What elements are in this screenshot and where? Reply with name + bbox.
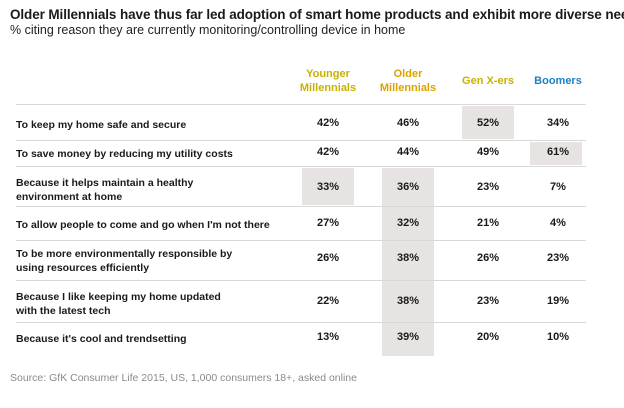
column-header-line1: Gen X-ers (462, 75, 514, 87)
row-label-line1: Because it helps maintain a healthy (16, 177, 194, 189)
source-note: Source: GfK Consumer Life 2015, US, 1,00… (10, 372, 357, 384)
data-cell: 42% (316, 146, 340, 158)
row-label-line1: To save money by reducing my utility cos… (16, 148, 233, 160)
data-cell: 19% (546, 295, 570, 307)
data-cell: 26% (316, 252, 340, 264)
data-cell: 27% (316, 217, 340, 229)
row-label-line1: Because it's cool and trendsetting (16, 333, 187, 345)
row-label-line1: To allow people to come and go when I'm … (16, 219, 270, 231)
row-label: Because it's cool and trendsetting (16, 332, 296, 346)
row-label-line1: To keep my home safe and secure (16, 119, 187, 131)
data-cell: 22% (316, 295, 340, 307)
column-header: Younger Millennials (288, 67, 368, 95)
data-cell: 21% (476, 217, 500, 229)
data-cell: 26% (476, 252, 500, 264)
highlight-cell (302, 168, 354, 205)
row-label: To be more environmentally responsible b… (16, 247, 296, 275)
chart-subtitle: % citing reason they are currently monit… (10, 23, 406, 37)
column-header: Boomers (518, 74, 598, 88)
data-cell: 10% (546, 331, 570, 343)
chart-title: Older Millennials have thus far led adop… (10, 7, 624, 22)
data-cell: 13% (316, 331, 340, 343)
row-separator (16, 240, 586, 241)
column-header: Gen X-ers (448, 74, 528, 88)
data-cell: 33% (316, 181, 340, 193)
data-cell: 39% (396, 331, 420, 343)
data-cell: 49% (476, 146, 500, 158)
data-cell: 42% (316, 117, 340, 129)
data-cell: 52% (476, 117, 500, 129)
data-cell: 23% (546, 252, 570, 264)
column-header-line1: Older (393, 68, 423, 80)
row-label-line2: environment at home (16, 191, 123, 203)
row-separator (16, 206, 586, 207)
row-label: Because I like keeping my home updated wi… (16, 290, 296, 318)
data-cell: 4% (550, 217, 566, 229)
data-cell: 34% (546, 117, 570, 129)
column-header-line1: Younger (306, 68, 350, 80)
data-cell: 38% (396, 295, 420, 307)
column-header-line2: Millennials (379, 82, 437, 94)
data-cell: 36% (396, 181, 420, 193)
highlight-cell (462, 106, 514, 139)
row-label-line2: using resources efficiently (16, 262, 150, 274)
data-cell: 44% (396, 146, 420, 158)
column-header-line1: Boomers (534, 75, 582, 87)
row-label: To allow people to come and go when I'm … (16, 218, 296, 232)
data-cell: 7% (550, 181, 566, 193)
data-cell: 32% (396, 217, 420, 229)
row-label-line1: To be more environmentally responsible b… (16, 248, 233, 260)
row-separator (16, 166, 586, 167)
row-separator (16, 280, 586, 281)
row-label: To keep my home safe and secure (16, 118, 296, 132)
column-header: Older Millennials (368, 67, 448, 95)
data-cell: 38% (396, 252, 420, 264)
highlight-column-older-millennials (382, 168, 434, 356)
row-label-line2: with the latest tech (16, 305, 111, 317)
data-cell: 23% (476, 181, 500, 193)
row-separator (16, 322, 586, 323)
highlight-cell (530, 142, 582, 165)
row-label-line1: Because I like keeping my home updated (16, 291, 221, 303)
row-label: To save money by reducing my utility cos… (16, 147, 296, 161)
data-cell: 20% (476, 331, 500, 343)
data-cell: 46% (396, 117, 420, 129)
row-separator (16, 104, 586, 105)
row-label: Because it helps maintain a healthy envir… (16, 176, 296, 204)
row-separator (16, 140, 586, 141)
column-header-line2: Millennials (299, 82, 357, 94)
data-cell: 23% (476, 295, 500, 307)
data-cell: 61% (546, 146, 570, 158)
